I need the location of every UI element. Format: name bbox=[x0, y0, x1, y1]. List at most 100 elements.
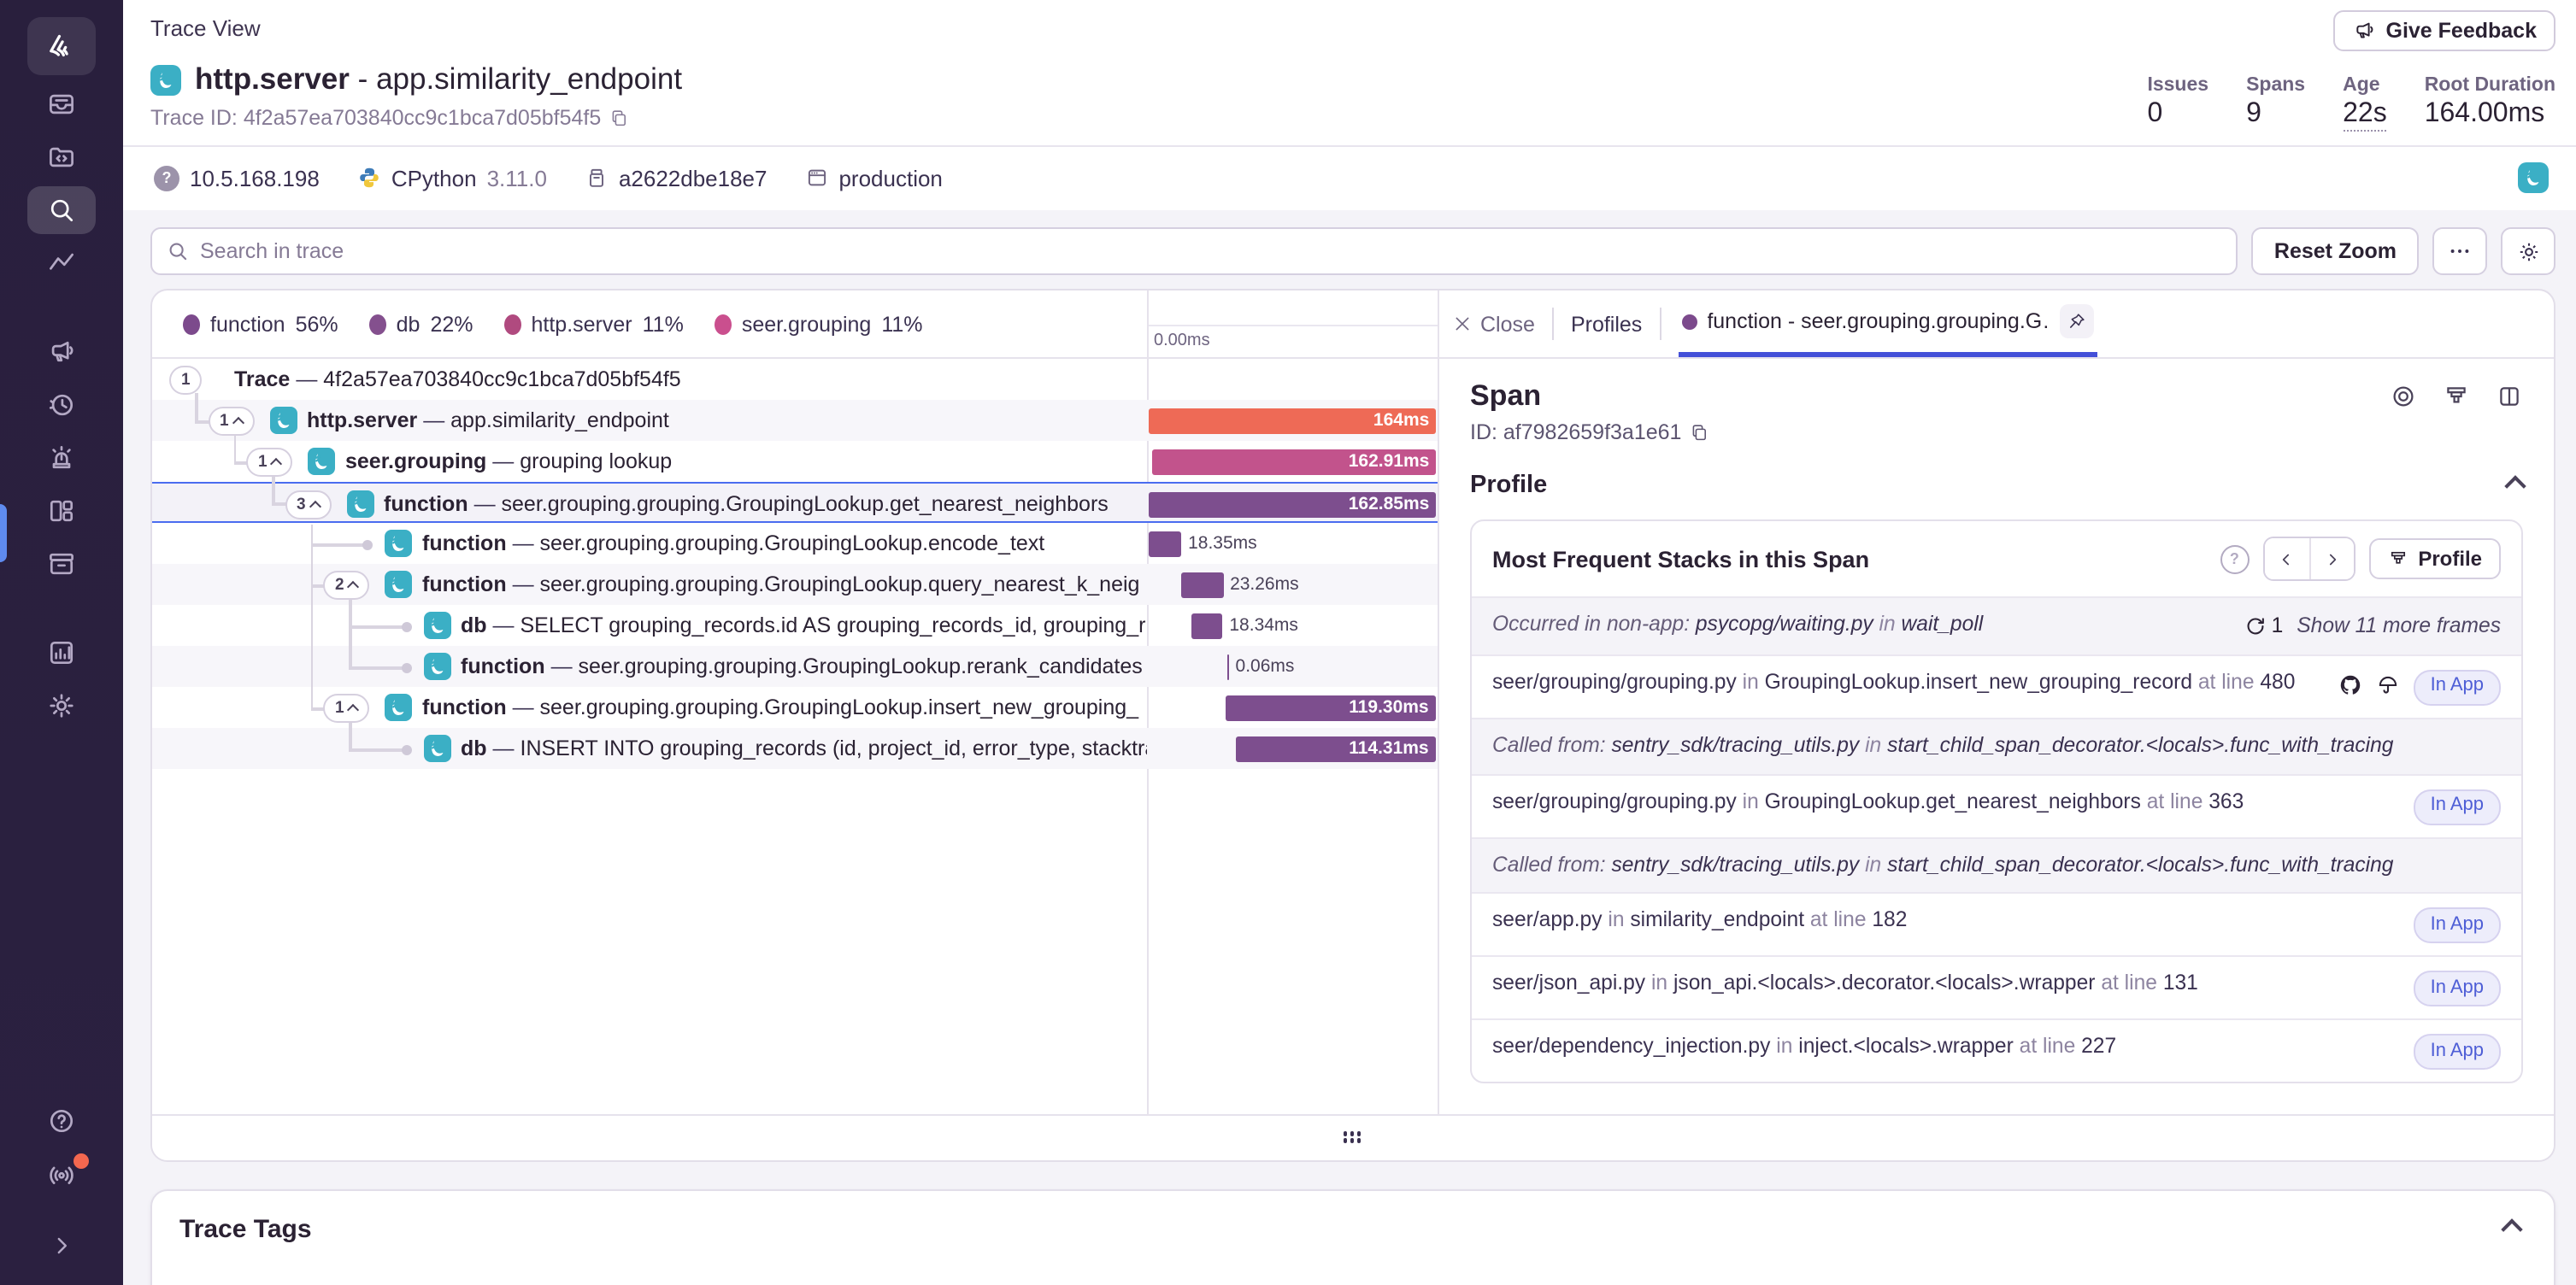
tree-connector bbox=[195, 393, 197, 420]
waterfall-cell[interactable]: 162.85ms bbox=[1147, 484, 1438, 521]
github-icon[interactable] bbox=[2338, 673, 2362, 697]
span-tree-row[interactable]: 1 Trace — 4f2a57ea703840cc9c1bca7d05bf54f… bbox=[152, 359, 1438, 400]
profile-section-header[interactable]: Profile bbox=[1470, 472, 2526, 499]
stack-context-row[interactable]: Called from: sentry_sdk/tracing_utils.py… bbox=[1472, 836, 2521, 893]
feedback-megaphone-icon bbox=[51, 341, 74, 362]
replays-clock-icon bbox=[49, 394, 74, 416]
span-tree-row[interactable]: db — SELECT grouping_records.id AS group… bbox=[152, 605, 1438, 646]
pin-tab-button[interactable] bbox=[2059, 304, 2094, 338]
waterfall-cell[interactable] bbox=[1147, 359, 1438, 400]
profile-funnel-icon[interactable] bbox=[2443, 383, 2470, 410]
span-tree-row[interactable]: 1 http.server — app.similarity_endpoint 16… bbox=[152, 400, 1438, 441]
tab-profiles[interactable]: Profiles bbox=[1570, 312, 1643, 336]
search-input[interactable] bbox=[150, 227, 2238, 275]
open-profile-button[interactable]: Profile bbox=[2368, 538, 2501, 579]
stack-frame-row[interactable]: seer/app.py in similarity_endpoint at li… bbox=[1472, 892, 2521, 956]
span-tree-row[interactable]: 2 function — seer.grouping.grouping.Group… bbox=[152, 564, 1438, 605]
tree-connector bbox=[272, 502, 287, 505]
sidebar-item-sentry-logo[interactable] bbox=[27, 17, 96, 75]
reset-zoom-button[interactable]: Reset Zoom bbox=[2251, 227, 2419, 275]
sidebar-item-feedback-megaphone[interactable] bbox=[27, 328, 96, 376]
legend-item-seer.grouping[interactable]: seer.grouping 11% bbox=[714, 312, 923, 336]
legend-item-db[interactable]: db 22% bbox=[368, 312, 473, 336]
copy-icon[interactable] bbox=[1688, 422, 1709, 443]
tab-active-span[interactable]: function - seer.grouping.grouping.G… bbox=[1678, 290, 2097, 357]
trace-card-header: function 56% db 22% http.server 11% seer.group… bbox=[152, 290, 2554, 359]
more-options-button[interactable] bbox=[2432, 227, 2487, 275]
waterfall-header[interactable]: 0.00ms bbox=[1147, 290, 1438, 357]
collapse-chevron-icon[interactable] bbox=[2504, 474, 2526, 496]
span-children-pill[interactable]: 3 bbox=[285, 490, 332, 519]
give-feedback-button[interactable]: Give Feedback bbox=[2332, 10, 2555, 51]
waterfall-cell[interactable]: 114.31ms bbox=[1147, 728, 1438, 769]
trace-tags-card[interactable]: Trace Tags bbox=[150, 1189, 2555, 1285]
waterfall-cell[interactable]: 18.35ms bbox=[1147, 523, 1438, 564]
waterfall-cell[interactable]: 23.26ms bbox=[1147, 564, 1438, 605]
span-tree-row[interactable]: 3 function — seer.grouping.grouping.Group… bbox=[152, 482, 1438, 523]
stack-frame-row[interactable]: seer/json_api.py in json_api.<locals>.de… bbox=[1472, 955, 2521, 1019]
copy-icon[interactable] bbox=[608, 108, 628, 128]
legend-dot-icon bbox=[183, 314, 200, 334]
span-tree-row[interactable]: function — seer.grouping.grouping.Groupi… bbox=[152, 646, 1438, 687]
sidebar-item-issues-inbox[interactable] bbox=[27, 80, 96, 128]
waterfall-cell[interactable]: 18.34ms bbox=[1147, 605, 1438, 646]
tree-connector bbox=[272, 475, 274, 502]
sidebar-item-dashboards-grid[interactable] bbox=[27, 487, 96, 535]
stack-context-row[interactable]: Called from: sentry_sdk/tracing_utils.py… bbox=[1472, 717, 2521, 774]
sidebar-item-replays-clock[interactable] bbox=[27, 381, 96, 429]
stack-frame-row[interactable]: seer/grouping/grouping.py in GroupingLoo… bbox=[1472, 773, 2521, 836]
focus-target-icon[interactable] bbox=[2390, 383, 2417, 410]
sidebar-item-search[interactable] bbox=[27, 186, 96, 234]
close-tab-button[interactable]: Close bbox=[1453, 290, 1535, 357]
waterfall-cell[interactable]: 0.06ms bbox=[1147, 646, 1438, 687]
panel-resize-handle[interactable] bbox=[152, 1114, 2554, 1160]
span-tree-row[interactable]: function — seer.grouping.grouping.Groupi… bbox=[152, 523, 1438, 564]
chevron-up-icon bbox=[347, 703, 360, 717]
notification-dot bbox=[74, 1153, 89, 1169]
span-children-pill[interactable]: 1 bbox=[323, 694, 370, 723]
environment: production bbox=[804, 165, 943, 191]
span-op-icon bbox=[269, 406, 297, 433]
trace-settings-button[interactable] bbox=[2501, 227, 2555, 275]
stack-context-row[interactable]: Occurred in non-app: psycopg/waiting.py … bbox=[1472, 596, 2521, 654]
tree-connector bbox=[310, 584, 325, 587]
drag-handle-icon bbox=[1343, 1131, 1363, 1145]
duration-label: 162.85ms bbox=[1348, 493, 1430, 513]
span-children-pill[interactable]: 1 bbox=[246, 448, 293, 477]
span-children-pill[interactable]: 1 bbox=[169, 366, 203, 395]
chevron-up-icon bbox=[309, 500, 321, 513]
project-seer-icon[interactable] bbox=[2518, 162, 2549, 193]
legend-item-http.server[interactable]: http.server 11% bbox=[503, 312, 684, 336]
waterfall-cell[interactable]: 119.30ms bbox=[1147, 687, 1438, 728]
prev-stack-button[interactable] bbox=[2264, 538, 2309, 579]
span-children-pill[interactable]: 2 bbox=[323, 571, 370, 600]
sidebar-item-help-question[interactable] bbox=[27, 1097, 96, 1145]
sidebar-item-releases-archive[interactable] bbox=[27, 540, 96, 588]
span-tree-row[interactable]: 1 function — seer.grouping.grouping.Group… bbox=[152, 687, 1438, 728]
main-area: Trace View Give Feedback bbox=[123, 0, 2576, 1285]
seer-umbrella-icon[interactable] bbox=[2376, 673, 2400, 697]
sidebar-item-metrics-zigzag[interactable] bbox=[27, 239, 96, 287]
duration-bar bbox=[1149, 491, 1437, 517]
sidebar-item-stats-chart[interactable] bbox=[27, 629, 96, 677]
legend-item-function[interactable]: function 56% bbox=[183, 312, 338, 336]
sidebar-item-alerts-siren[interactable] bbox=[27, 434, 96, 482]
span-children-pill[interactable]: 1 bbox=[208, 407, 255, 436]
waterfall-cell[interactable]: 162.91ms bbox=[1147, 441, 1438, 482]
settings-gear-icon bbox=[50, 694, 74, 718]
sidebar-item-projects-folder[interactable] bbox=[27, 133, 96, 181]
stack-frame-row[interactable]: seer/grouping/grouping.py in GroupingLoo… bbox=[1472, 654, 2521, 718]
span-tree-row[interactable]: 1 seer.grouping — grouping lookup 162.91ms bbox=[152, 441, 1438, 482]
sidebar-item-settings-gear[interactable] bbox=[27, 682, 96, 730]
span-tree-row[interactable]: db — INSERT INTO grouping_records (id, p… bbox=[152, 728, 1438, 769]
sidebar-item-whats-new-broadcast[interactable] bbox=[27, 1150, 96, 1198]
split-panel-icon[interactable] bbox=[2496, 383, 2523, 410]
next-stack-button[interactable] bbox=[2308, 538, 2354, 579]
sidebar-collapse-button[interactable] bbox=[27, 1222, 96, 1270]
stack-frame-row[interactable]: seer/dependency_injection.py in inject.<… bbox=[1472, 1018, 2521, 1082]
span-detail-panel: Span bbox=[1438, 359, 2554, 1116]
in-app-badge: In App bbox=[2413, 789, 2501, 825]
help-icon[interactable]: ? bbox=[2220, 544, 2250, 573]
waterfall-cell[interactable]: 164ms bbox=[1147, 400, 1438, 441]
show-more-frames-link[interactable]: Show 11 more frames bbox=[2297, 613, 2501, 637]
